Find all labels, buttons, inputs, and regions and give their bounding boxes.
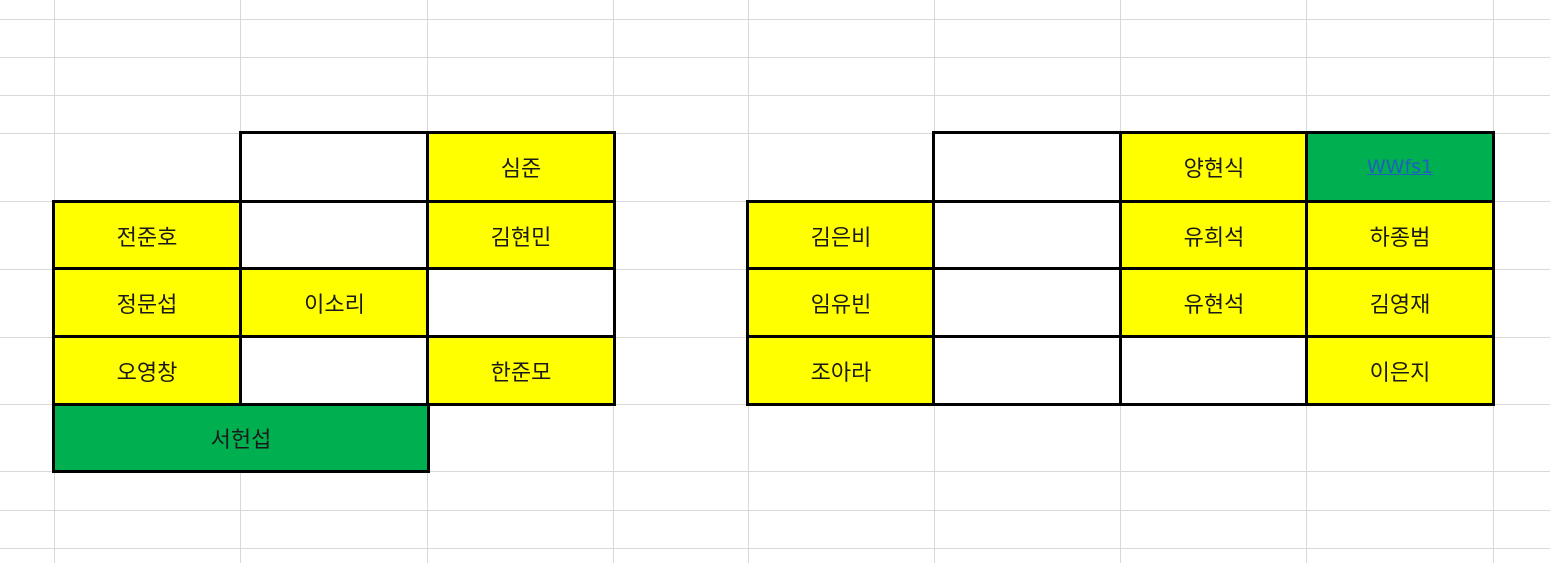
cell-right-r1-c4[interactable]: WWfs1: [1305, 131, 1495, 203]
gridline: [0, 510, 1550, 511]
gridline: [0, 471, 1550, 472]
cell-right-r1-c3[interactable]: 양현식: [1119, 131, 1309, 203]
cell-left-r1-c3[interactable]: 심준: [426, 131, 616, 203]
cell-right-r2-c3[interactable]: 유희석: [1119, 200, 1309, 271]
cell-right-r4-c1[interactable]: 조아라: [746, 335, 936, 406]
gridline: [0, 19, 1550, 20]
cell-right-r3-c3[interactable]: 유현석: [1119, 267, 1309, 338]
cell-left-r3-c2[interactable]: 이소리: [239, 267, 430, 338]
cell-left-footer-merged[interactable]: 서헌섭: [52, 403, 430, 473]
cell-right-r4-c2[interactable]: [932, 335, 1123, 406]
cell-left-r3-c1[interactable]: 정문섭: [52, 267, 242, 338]
cell-right-r3-c4[interactable]: 김영재: [1305, 267, 1495, 338]
gridline: [0, 548, 1550, 549]
cell-left-r1-c2[interactable]: [239, 131, 430, 203]
cell-left-r2-c2[interactable]: [239, 200, 430, 271]
cell-right-r4-c4[interactable]: 이은지: [1305, 335, 1495, 406]
cell-right-r2-c2[interactable]: [932, 200, 1123, 271]
cell-right-r2-c4[interactable]: 하종범: [1305, 200, 1495, 271]
cell-left-r2-c3[interactable]: 김현민: [426, 200, 616, 271]
cell-right-r3-c1[interactable]: 임유빈: [746, 267, 936, 338]
gridline: [0, 57, 1550, 58]
cell-right-r4-c3[interactable]: [1119, 335, 1309, 406]
gridline: [0, 95, 1550, 96]
cell-right-r3-c2[interactable]: [932, 267, 1123, 338]
cell-left-r4-c2[interactable]: [239, 335, 430, 406]
cell-left-r3-c3[interactable]: [426, 267, 616, 338]
gridline: [0, 133, 1550, 134]
cell-left-r4-c1[interactable]: 오영창: [52, 335, 242, 406]
cell-left-r4-c3[interactable]: 한준모: [426, 335, 616, 406]
hyperlink-text[interactable]: WWfs1: [1366, 156, 1434, 178]
cell-right-r2-c1[interactable]: 김은비: [746, 200, 936, 271]
cell-left-r2-c1[interactable]: 전준호: [52, 200, 242, 271]
cell-right-r1-c2[interactable]: [932, 131, 1123, 203]
